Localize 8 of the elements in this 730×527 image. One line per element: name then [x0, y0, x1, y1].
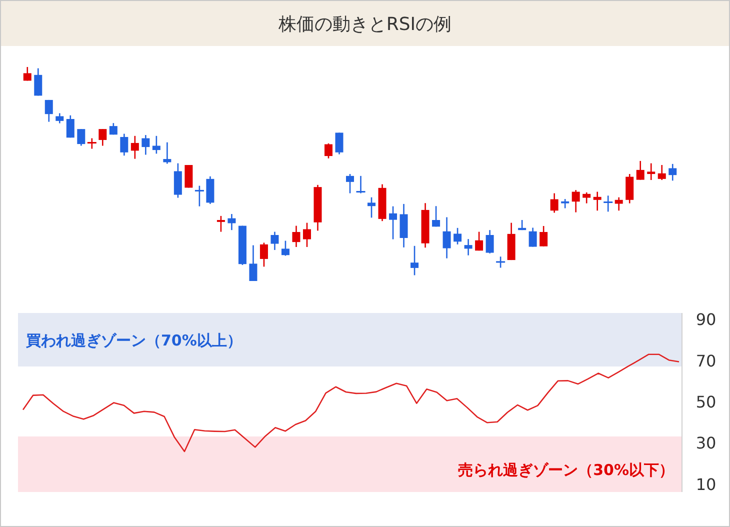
y-tick-label: 70: [696, 351, 716, 370]
y-tick-label: 10: [696, 474, 716, 494]
y-tick-label: 30: [696, 434, 716, 453]
band-label: 買われ過ぎゾーン（70%以上）: [25, 332, 242, 350]
chart-title: 株価の動きとRSIの例: [277, 14, 452, 35]
y-tick-label: 50: [696, 392, 716, 412]
y-tick-label: 90: [696, 310, 716, 330]
band-label: 売られ過ぎゾーン（30%以下）: [458, 461, 674, 480]
